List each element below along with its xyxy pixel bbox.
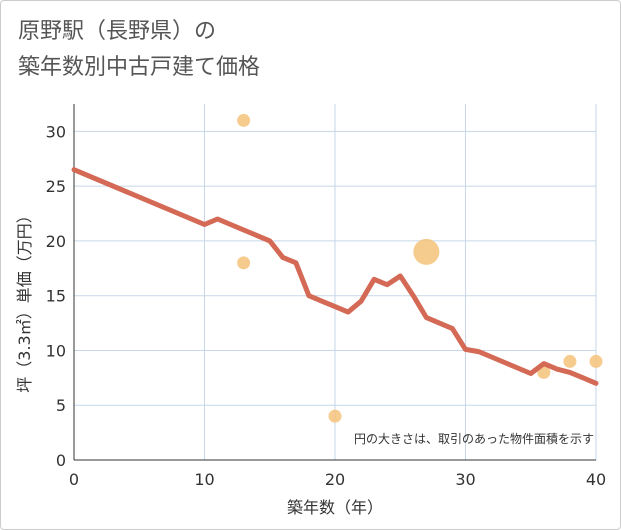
x-tick-label-0: 0 — [69, 470, 79, 489]
data-point-3 — [328, 409, 342, 423]
data-point-6 — [563, 354, 577, 368]
y-tick-label-25: 25 — [46, 177, 66, 196]
y-tick-label-0: 0 — [56, 451, 66, 470]
data-point-1 — [237, 113, 251, 127]
data-point-4 — [413, 238, 440, 265]
y-tick-label-20: 20 — [46, 232, 66, 251]
size-note: 円の大きさは、取引のあった物件面積を示す — [354, 431, 594, 446]
y-tick-label-5: 5 — [56, 396, 66, 415]
data-point-2 — [237, 256, 251, 270]
title-line-1: 原野駅（長野県）の — [18, 19, 217, 44]
data-point-7 — [589, 354, 603, 368]
x-tick-label-20: 20 — [325, 470, 345, 489]
x-tick-label-40: 40 — [586, 470, 606, 489]
axes — [73, 104, 596, 461]
y-tick-labels: 0 5 10 15 20 25 30 — [46, 122, 66, 470]
y-tick-label-15: 15 — [46, 287, 66, 306]
y-axis-title: 坪（3.3㎡）単価（万円） — [15, 207, 34, 392]
x-tick-labels: 0 10 20 30 40 — [69, 470, 606, 489]
x-tick-label-30: 30 — [455, 470, 475, 489]
y-tick-label-10: 10 — [46, 341, 66, 360]
x-axis-title: 築年数（年） — [287, 498, 383, 517]
data-points — [237, 113, 603, 423]
trend-line — [71, 167, 599, 386]
grid-lines — [74, 104, 597, 460]
x-tick-label-10: 10 — [194, 470, 214, 489]
title-line-2: 築年数別中古戸建て価格 — [18, 55, 261, 80]
y-tick-label-30: 30 — [46, 122, 66, 141]
chart-title: 原野駅（長野県）の 築年数別中古戸建て価格 — [18, 14, 260, 86]
